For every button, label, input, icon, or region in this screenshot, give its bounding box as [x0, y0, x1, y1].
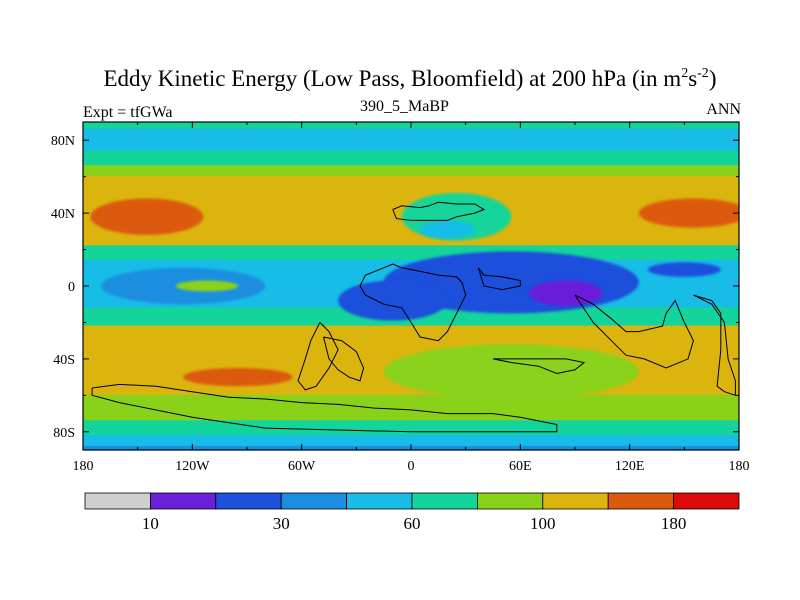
right-subtitle: ANN [706, 101, 741, 118]
coastline-2 [297, 322, 339, 391]
north-asia-maximum [638, 198, 739, 228]
contour-band-10 [83, 420, 739, 436]
colorbar-label: 30 [273, 514, 290, 533]
colorbar-box-5 [411, 492, 478, 510]
colorbar-box-6 [476, 492, 544, 510]
colorbar-box-0 [84, 492, 151, 510]
coastline-6 [693, 294, 736, 396]
colorbar-label: 10 [142, 514, 159, 533]
chart-title: Eddy Kinetic Energy (Low Pass, Bloomfiel… [103, 66, 717, 91]
x-tick-label: 60W [288, 459, 316, 474]
left-subtitle: Expt = tfGWa [83, 104, 173, 121]
axes: 180 120W 60W 0 60E 120E 180 80N 40N 0 40S 80S [51, 122, 750, 474]
y-tick-label: 40N [51, 207, 75, 222]
colorbar-box-3 [280, 492, 348, 510]
contour-band-2 [83, 150, 739, 167]
y-tick-label: 40S [53, 353, 75, 368]
coastline-5 [574, 294, 694, 369]
coastline-3 [323, 336, 365, 382]
y-tick-label: 0 [68, 280, 75, 295]
coastlines [91, 201, 736, 433]
tropical-low-west [338, 280, 448, 321]
x-tick-label: 120E [615, 459, 645, 474]
field-fill [83, 122, 739, 450]
colorbar-label: 60 [404, 514, 421, 533]
colorbar-box-8 [607, 492, 675, 510]
y-tick-label: 80N [51, 134, 75, 149]
colorbar: 10 30 60 100 180 [84, 492, 740, 533]
center-subtitle: 390_5_MaBP [360, 98, 449, 115]
x-tick-label: 60E [509, 459, 532, 474]
colorbar-box-4 [346, 492, 413, 510]
north-pacific-maximum [90, 198, 204, 235]
contour-band-5 [83, 245, 739, 261]
coastline-7 [492, 358, 586, 375]
colorbar-box-1 [149, 492, 217, 510]
tropical-minimum [529, 280, 603, 307]
x-tick-label: 180 [729, 459, 750, 474]
tropical-low-east [647, 262, 721, 277]
x-tick-label: 0 [408, 459, 415, 474]
colorbar-label: 180 [661, 514, 687, 533]
colorbar-box-7 [542, 492, 609, 510]
y-tick-label: 80S [53, 426, 75, 441]
colorbar-box-9 [673, 492, 740, 510]
coastline-1 [359, 263, 467, 342]
contour-band-11 [83, 434, 739, 447]
x-tick-label: 120W [175, 459, 210, 474]
contour-band-9 [83, 394, 739, 422]
southern-green-region [383, 344, 639, 399]
tropical-green-spot [175, 280, 238, 292]
south-pacific-maximum [183, 368, 293, 387]
colorbar-box-2 [215, 492, 282, 510]
contour-band-1 [83, 128, 739, 152]
contour-band-3 [83, 165, 739, 178]
x-tick-label: 180 [73, 459, 94, 474]
coastline-0 [392, 201, 486, 221]
colorbar-label: 100 [530, 514, 556, 533]
coastline-8 [477, 267, 521, 291]
north-africa-trough-center [420, 220, 475, 239]
coastline-4 [91, 383, 558, 433]
